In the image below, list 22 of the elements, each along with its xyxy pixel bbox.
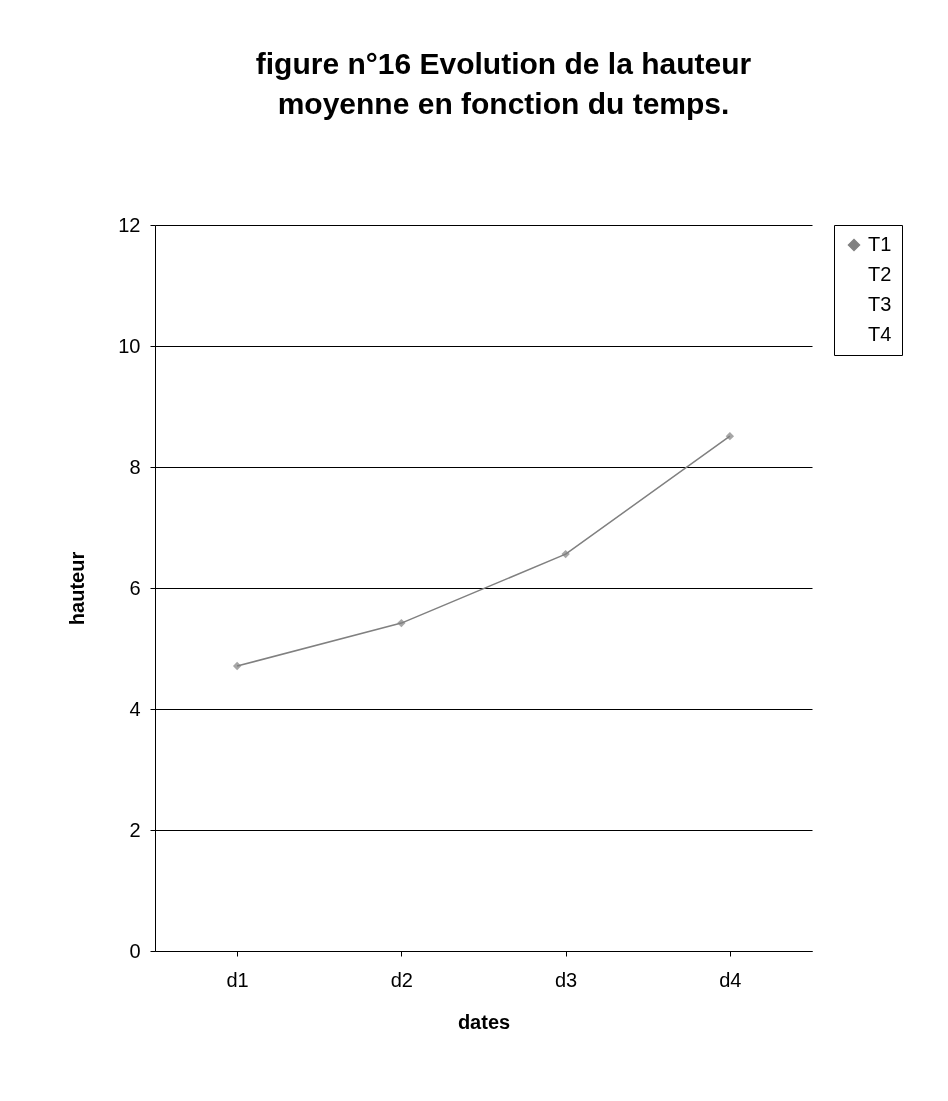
y-tick-label: 2: [129, 818, 141, 841]
point: [232, 661, 242, 671]
point: [561, 549, 570, 559]
y-tick-label: 10: [118, 334, 141, 357]
y-tick-label: 8: [129, 455, 141, 478]
text: T2: [868, 263, 892, 285]
x-tick-label: d2: [390, 968, 413, 991]
x-tick-label: d3: [555, 968, 578, 991]
legend-label: T1: [868, 233, 892, 255]
text: T3: [868, 293, 892, 315]
x-tick-label: d4: [719, 968, 742, 991]
y-tick-label: 0: [129, 939, 141, 962]
y-axis-title: hauteur: [66, 551, 89, 626]
x-tick-label: d1: [226, 968, 249, 991]
chart-title: figure n°16 Evolution de la hauteur moyenne en fonction du temps.: [255, 47, 752, 120]
text: T4: [868, 323, 892, 345]
point: [397, 618, 406, 628]
y-tick-label: 4: [129, 697, 141, 720]
y-tick-label: 6: [129, 576, 141, 599]
x-axis-title: dates: [457, 1010, 511, 1033]
point: [725, 431, 735, 441]
y-tick-label: 12: [118, 213, 141, 236]
